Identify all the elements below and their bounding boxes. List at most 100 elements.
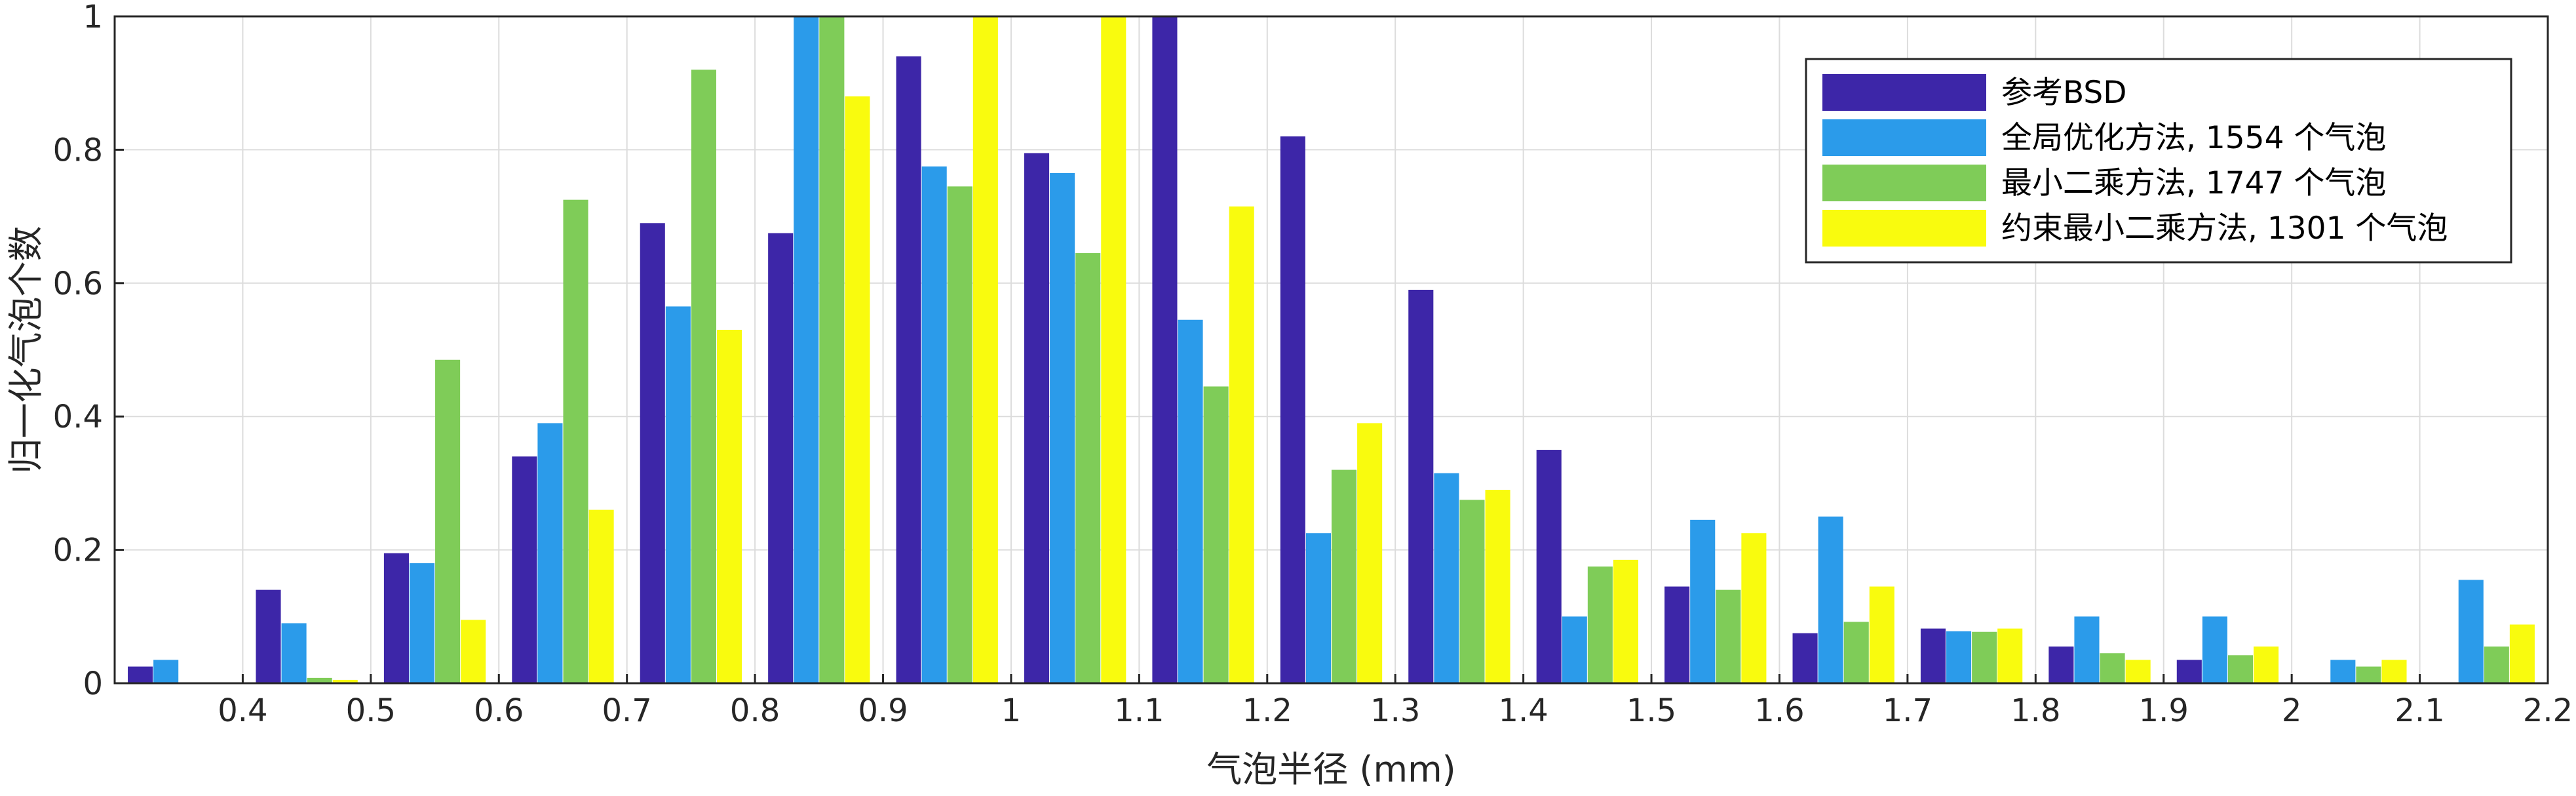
bar-series-3-1.75: [1972, 631, 1997, 683]
bar-series-4-1.55: [1741, 533, 1767, 683]
bar-series-2-0.75: [665, 306, 691, 683]
y-tick-label: 0.4: [53, 399, 103, 435]
x-ticks: 0.4 0.5 0.6 0.7 0.8 0.9 1 1.1 1.2 1.3 1.4 1.5 1.6 1.7…: [218, 674, 2573, 729]
x-tick-label: 0.5: [346, 692, 396, 729]
bar-series-4-2.15: [2509, 624, 2535, 683]
y-tick-label: 0: [83, 666, 103, 702]
legend-label: 最小二乘方法, 1747 个气泡: [2001, 165, 2386, 201]
bar-series-4-1.15: [1229, 206, 1254, 684]
bars: [128, 16, 2535, 684]
bar-series-3-0.85: [819, 16, 845, 683]
legend-swatch: [1822, 119, 1986, 156]
bar-series-3-2.05: [2356, 666, 2381, 683]
bar-series-3-0.75: [691, 70, 716, 684]
bar-series-4-1.65: [1869, 586, 1894, 683]
legend-swatch: [1822, 210, 1986, 247]
bar-series-4-1.35: [1485, 490, 1510, 683]
x-tick-label: 1.6: [1754, 692, 1804, 729]
bar-series-2-0.45: [281, 623, 307, 683]
bar-series-4-1.25: [1357, 423, 1383, 683]
x-tick-label: 1.8: [2010, 692, 2060, 729]
x-tick-label: 0.8: [730, 692, 780, 729]
bar-series-1-0.35: [128, 666, 153, 683]
y-tick-label: 0.6: [53, 266, 103, 302]
axes-box: [113, 15, 2549, 685]
bar-series-1-1.75: [1920, 628, 1946, 683]
bar-series-2-2.15: [2458, 580, 2484, 683]
bar-series-1-1.95: [2176, 660, 2202, 683]
bar-series-1-0.55: [383, 553, 409, 683]
bar-series-3-0.45: [307, 677, 332, 683]
bar-series-3-1.65: [1843, 622, 1869, 683]
x-tick-label: 1.3: [1370, 692, 1420, 729]
x-tick-label: 1.2: [1242, 692, 1292, 729]
x-tick-label: 0.9: [858, 692, 908, 729]
x-tick-label: 2.2: [2523, 692, 2573, 729]
bar-series-4-1.05: [1101, 16, 1126, 683]
y-tick-label: 0.8: [53, 132, 103, 169]
bar-series-2-0.85: [794, 16, 819, 683]
legend-swatch: [1822, 165, 1986, 201]
legend-label: 全局优化方法, 1554 个气泡: [2001, 120, 2386, 156]
bar-series-2-0.55: [409, 563, 435, 683]
bar-series-4-0.45: [332, 679, 358, 683]
bar-series-2-2.05: [2330, 660, 2356, 683]
bar-series-4-0.75: [716, 329, 742, 683]
bar-series-2-1.75: [1946, 631, 1972, 683]
x-tick-label: 0.6: [474, 692, 524, 729]
bar-series-1-1.25: [1280, 136, 1305, 683]
bar-series-4-0.65: [588, 509, 614, 683]
bar-series-4-0.95: [972, 16, 998, 683]
x-tick-label: 1.7: [1883, 692, 1932, 729]
bar-series-4-1.85: [2125, 660, 2151, 683]
y-tick-label: 1: [83, 0, 103, 35]
bar-series-2-1.45: [1562, 616, 1587, 683]
bar-series-4-1.75: [1997, 628, 2023, 683]
y-axis-label: 归一化气泡个数: [5, 226, 47, 474]
bar-series-2-1.35: [1434, 473, 1459, 683]
bar-series-2-1.85: [2074, 616, 2100, 683]
bar-series-1-1.15: [1152, 16, 1178, 683]
bar-series-3-1.05: [1075, 253, 1101, 683]
legend-swatch: [1822, 74, 1986, 111]
x-axis-label: 气泡半径 (mm): [1206, 749, 1456, 790]
bar-series-1-0.85: [768, 233, 794, 683]
bar-series-1-1.05: [1024, 153, 1050, 684]
x-tick-label: 1.1: [1114, 692, 1164, 729]
bar-series-3-0.55: [435, 359, 461, 683]
bar-series-2-1.55: [1690, 519, 1716, 683]
y-ticks: 0 0.2 0.4 0.6 0.8 1: [53, 0, 124, 702]
bar-series-2-1.15: [1178, 319, 1203, 683]
bar-series-2-0.35: [153, 660, 179, 683]
bar-series-1-1.65: [1792, 633, 1818, 683]
x-tick-label: 1: [1001, 692, 1022, 729]
x-tick-label: 1.5: [1626, 692, 1676, 729]
bar-series-2-1.25: [1305, 533, 1331, 683]
x-tick-label: 2.1: [2394, 692, 2444, 729]
bar-series-2-1.65: [1818, 516, 1843, 683]
bar-series-4-1.95: [2254, 647, 2279, 683]
bar-series-3-2.15: [2484, 647, 2509, 683]
bar-series-3-1.15: [1203, 386, 1229, 683]
bar-series-1-1.45: [1536, 450, 1562, 683]
bar-series-1-0.65: [512, 456, 537, 683]
bar-series-2-0.65: [537, 423, 563, 683]
bar-series-2-0.95: [921, 166, 947, 683]
bar-series-3-1.55: [1716, 589, 1741, 683]
bar-series-3-1.45: [1587, 567, 1613, 683]
legend-label: 参考BSD: [2001, 75, 2126, 111]
x-tick-label: 1.9: [2139, 692, 2189, 729]
bar-series-1-1.35: [1408, 289, 1434, 684]
bar-series-3-1.85: [2100, 653, 2125, 683]
x-tick-label: 2: [2282, 692, 2302, 729]
y-tick-label: 0.2: [53, 532, 103, 569]
bar-series-4-0.85: [845, 96, 870, 684]
bar-series-2-1.95: [2202, 616, 2227, 683]
bar-series-1-0.95: [896, 56, 921, 683]
bar-series-2-1.05: [1050, 172, 1075, 683]
bar-series-3-1.35: [1459, 500, 1485, 683]
bar-series-4-1.45: [1613, 559, 1639, 683]
bar-series-3-1.95: [2227, 655, 2254, 683]
